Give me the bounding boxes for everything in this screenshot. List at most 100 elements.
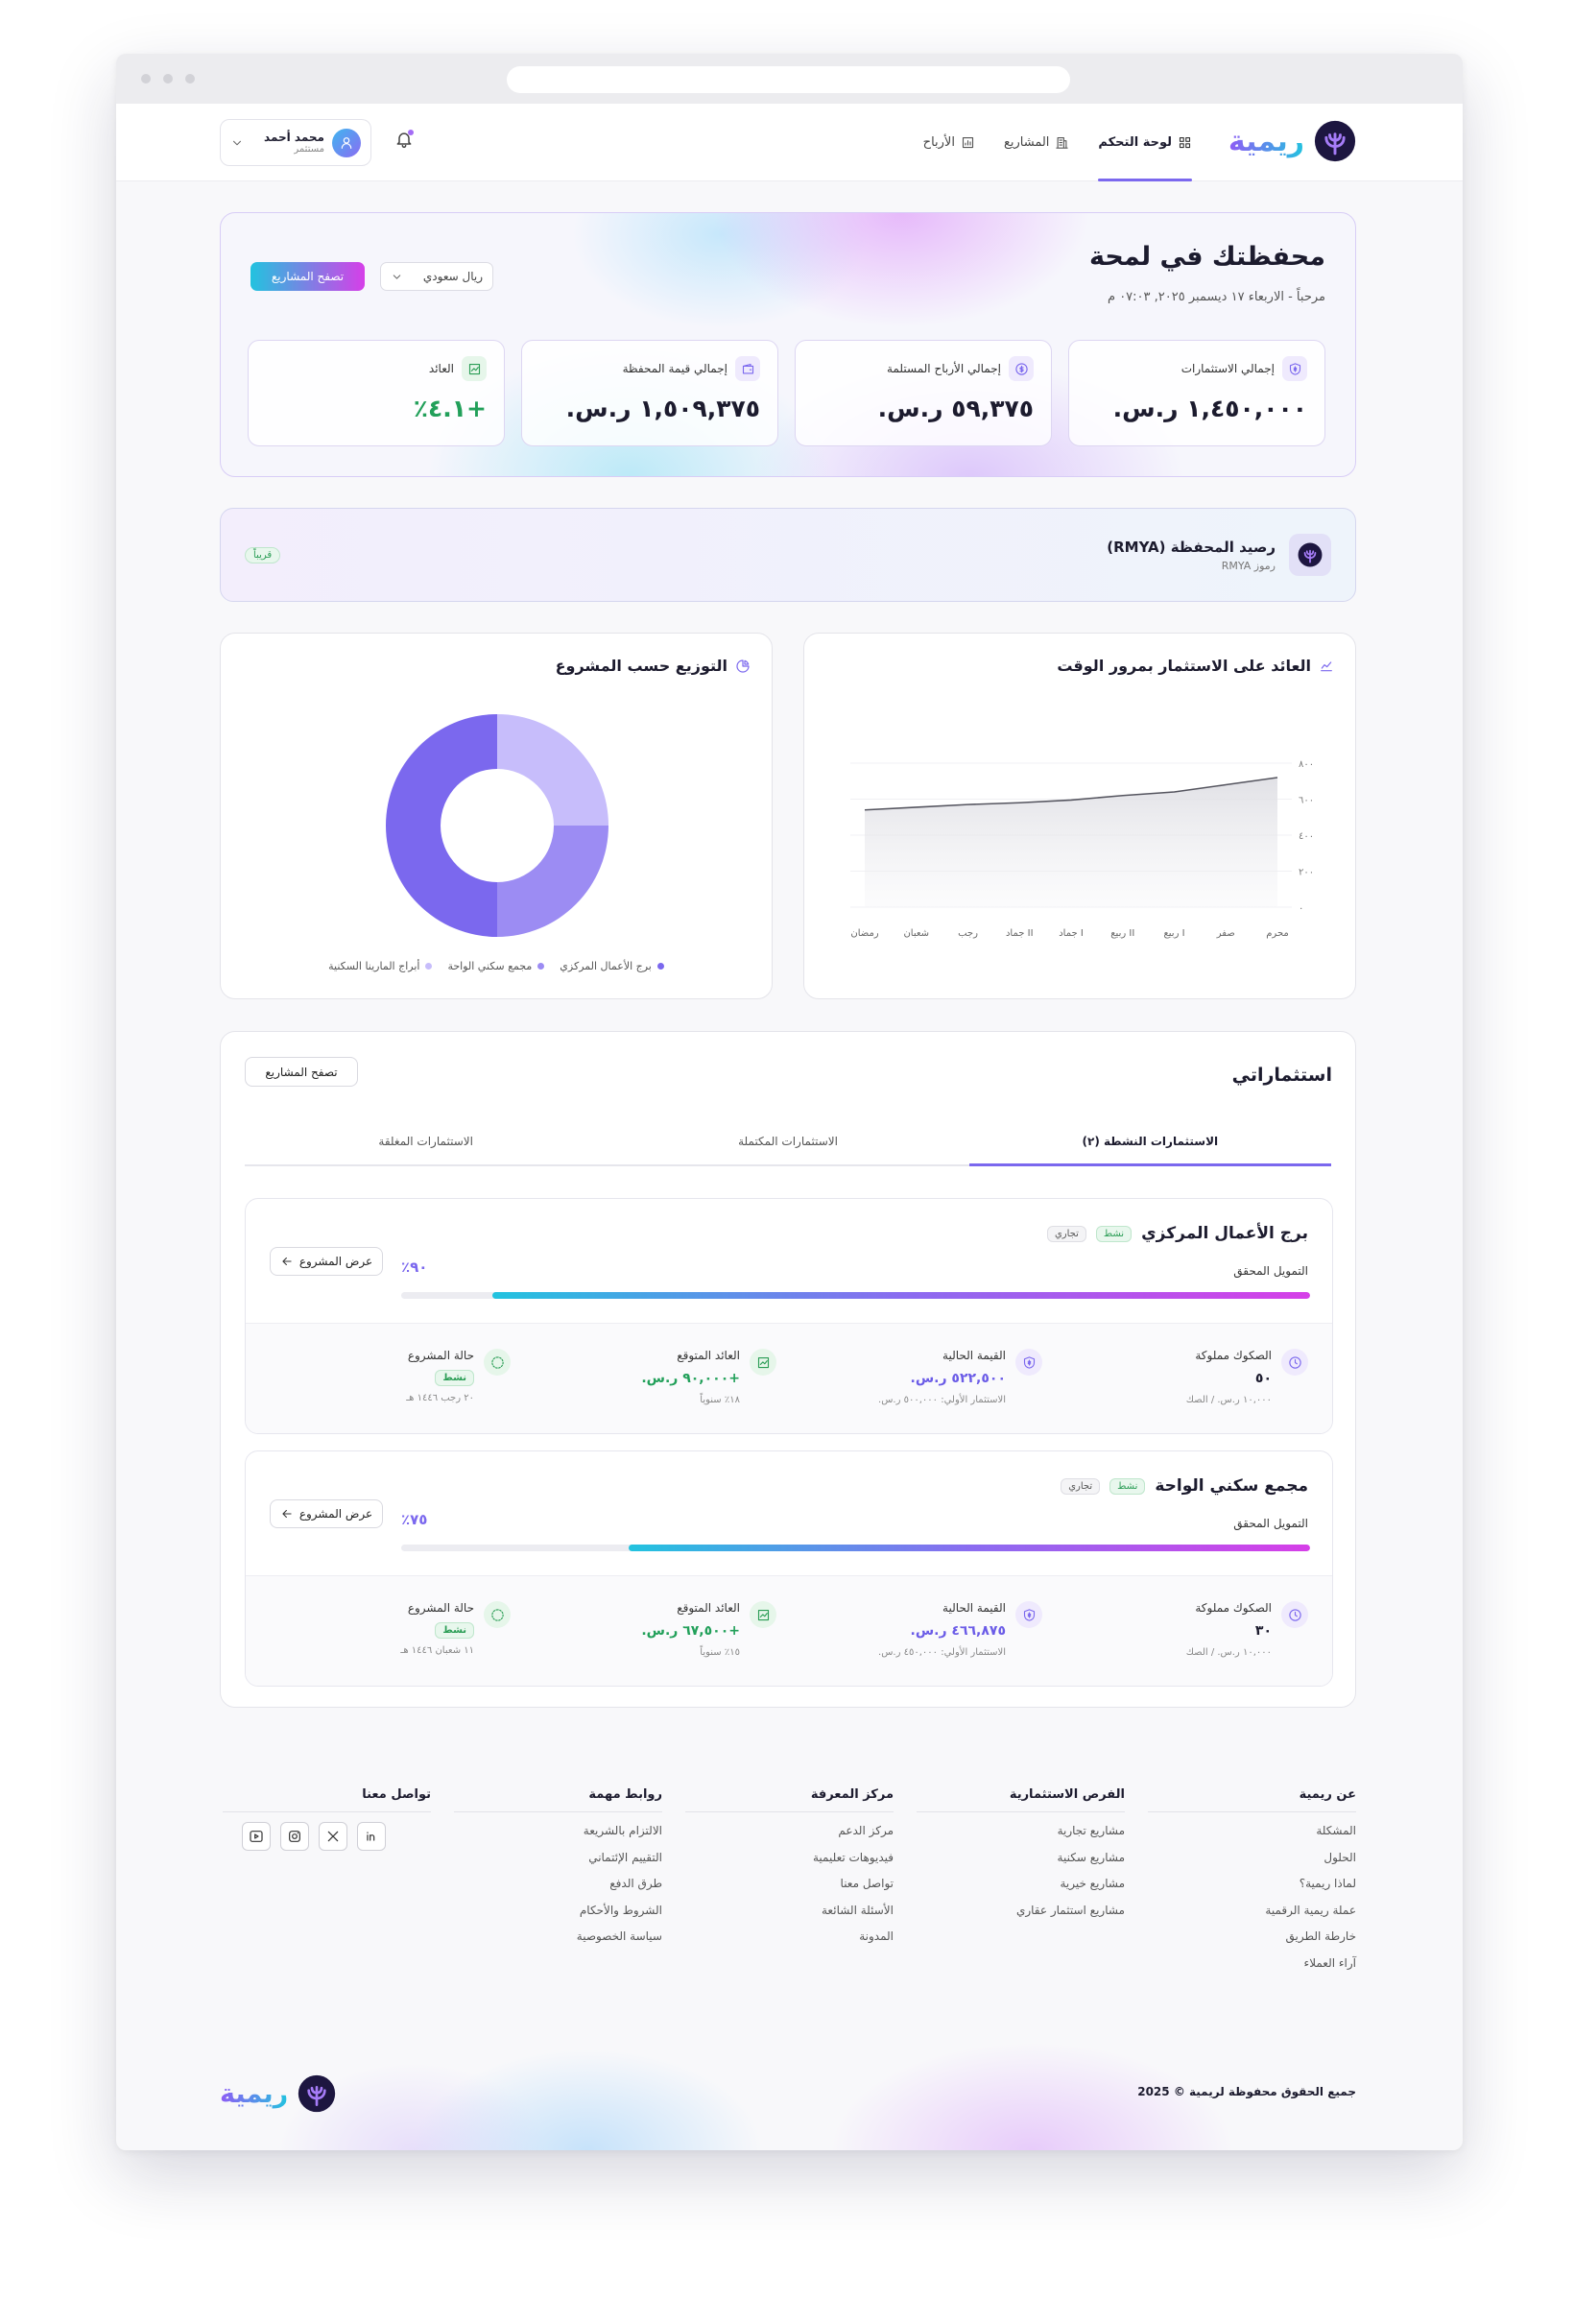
icon — [1023, 1355, 1035, 1369]
user-menu[interactable]: محمد أحمد مستثمر — [220, 119, 371, 166]
tab[interactable]: الاستثمارات المكتملة — [738, 1135, 838, 1148]
project-card: برج الأعمال المركزي نشط تجاري عرض المشروع ال… — [245, 1198, 1333, 1434]
user-info: محمد أحمد مستثمر — [251, 131, 324, 155]
footer-link[interactable]: مركز الدعم — [838, 1824, 894, 1837]
footer-link[interactable]: مشاريع استثمار عقاري — [1015, 1903, 1125, 1917]
footer-link[interactable]: مشاريع سكنية — [1057, 1850, 1125, 1864]
footer-link[interactable]: آراء العملاء — [1303, 1955, 1356, 1970]
notifications[interactable] — [394, 130, 414, 153]
logo-mark — [1314, 120, 1356, 162]
navbar: ريمية لوحة التحكم المشاريع الأرباح محمد … — [116, 104, 1463, 181]
footer-link[interactable]: التقييم الإئتماني — [588, 1850, 662, 1864]
tab[interactable]: الاستثمارات المغلقة — [378, 1135, 473, 1148]
browser-chrome — [116, 54, 1463, 104]
footer-link[interactable]: الأسئلة الشائعة — [822, 1903, 894, 1917]
footer-link[interactable]: المشكلة — [1316, 1824, 1356, 1837]
detail-label: الصكوك مملوكة — [1195, 1601, 1272, 1615]
icon — [289, 1831, 300, 1842]
detail-note: ١١ شعبان ١٤٤٦ هـ — [400, 1645, 474, 1656]
tab[interactable]: الاستثمارات النشطة (٢) — [968, 1128, 1332, 1166]
detail-text: الصكوك مملوكة ٥٠ ١٠,٠٠٠ ر.س. / الصك — [1186, 1349, 1272, 1405]
detail: الصكوك مملوكة ٥٠ ١٠,٠٠٠ ر.س. / الصك — [1068, 1349, 1308, 1405]
footer-link[interactable]: مشاريع تجارية — [1057, 1824, 1125, 1837]
project-header: برج الأعمال المركزي نشط تجاري — [1046, 1224, 1308, 1243]
icon-path — [1288, 1355, 1301, 1369]
currency-select[interactable]: ريال سعودي — [380, 262, 493, 291]
footer-link[interactable]: مشاريع خيرية — [1060, 1877, 1125, 1890]
footer-link[interactable]: سياسة الخصوصية — [576, 1929, 662, 1943]
nav-link[interactable]: لوحة التحكم — [1098, 104, 1192, 181]
x-tick-label: ربيع II — [1110, 928, 1134, 939]
icon — [1179, 136, 1191, 149]
stat-value: ١,٤٥٠,٠٠٠ ر.س. — [1112, 395, 1307, 422]
url-bar[interactable] — [507, 66, 1070, 93]
detail-text: الصكوك مملوكة ٣٠ ١٠,٠٠٠ ر.س. / الصك — [1186, 1601, 1272, 1658]
nav-link[interactable]: الأرباح — [923, 104, 975, 181]
footer-link[interactable]: لماذا ريمية؟ — [1299, 1877, 1356, 1890]
social-x[interactable] — [319, 1822, 347, 1851]
view-button[interactable]: عرض المشروع — [270, 1499, 383, 1528]
footer-link[interactable]: خارطة الطريق — [1285, 1929, 1356, 1943]
detail-note: الاستثمار الأولي: ٥٠٠,٠٠٠ ر.س. — [878, 1395, 1006, 1405]
social-youtube[interactable] — [242, 1822, 271, 1851]
icon-path — [250, 1831, 263, 1842]
footer-link[interactable]: فيديوهات تعليمية — [812, 1850, 894, 1864]
x-tick-label: جماد II — [1006, 928, 1034, 939]
nav-links: لوحة التحكم المشاريع الأرباح — [923, 104, 1192, 181]
funding-title: التمويل المحقق — [1233, 1517, 1308, 1530]
browse-button[interactable]: تصفح المشاريع — [245, 1057, 358, 1087]
footer-link[interactable]: المدونة — [859, 1929, 894, 1943]
detail-icon — [484, 1601, 511, 1628]
social-instagram[interactable] — [280, 1822, 309, 1851]
footer-column: روابط مهمة الالتزام بالشريعة التقييم الإئت… — [454, 1787, 662, 1977]
token-icon — [1289, 534, 1331, 576]
logo[interactable]: ريمية — [1228, 120, 1356, 162]
pie-slice — [497, 714, 608, 826]
icon — [1298, 542, 1323, 567]
footer-link[interactable]: الحلول — [1324, 1850, 1356, 1864]
footer-link[interactable]: تواصل معنا — [840, 1877, 894, 1890]
icon-path — [341, 136, 352, 149]
project-details: الصكوك مملوكة ٥٠ ١٠,٠٠٠ ر.س. / الصك القيمة … — [246, 1323, 1332, 1433]
legend-label: أبراج المارينا السكنية — [328, 960, 420, 972]
line-chart-card: العائد على الاستثمار بمرور الوقت ٠ ٢٠٠ ٤٠٠… — [803, 633, 1356, 999]
icon — [736, 659, 750, 673]
status-badge: نشط — [435, 1622, 474, 1639]
logo-plant — [1303, 549, 1317, 563]
footer-link[interactable]: طرق الدفع — [609, 1877, 662, 1890]
detail-icon — [750, 1349, 776, 1376]
social-linkedin[interactable] — [357, 1822, 386, 1851]
token-title: رصيد المحفظة (RMYA) — [1107, 538, 1276, 556]
social-icons — [223, 1822, 431, 1851]
pie-slice — [497, 826, 608, 937]
footer-column: الفرص الاستثمارية مشاريع تجارية مشاريع سكن… — [917, 1787, 1125, 1977]
icon-path — [282, 1257, 292, 1266]
detail-note: ١٥٪ سنوياً — [700, 1647, 740, 1658]
y-tick-label: ٢٠٠ — [1299, 868, 1314, 878]
view-button[interactable]: عرض المشروع — [270, 1247, 383, 1276]
icon-path — [327, 1831, 339, 1842]
icon — [1288, 1355, 1301, 1369]
icon-path — [742, 363, 753, 373]
footer-link[interactable]: عملة ريمية الرقمية — [1265, 1903, 1356, 1917]
detail-text: القيمة الحالية ٥٢٢,٥٠٠ ر.س. الاستثمار الأو… — [878, 1349, 1006, 1405]
icon — [367, 1832, 375, 1841]
nav-link[interactable]: المشاريع — [1004, 104, 1069, 181]
nav-icon — [961, 135, 975, 150]
footer-logo[interactable]: ريمية — [220, 2074, 336, 2113]
stat-head: إجمالي الاستثمارات — [1086, 356, 1307, 381]
detail-value: نشط — [400, 1621, 474, 1639]
icon — [396, 132, 412, 149]
browse-button[interactable]: تصفح المشاريع — [250, 262, 365, 291]
footer-link[interactable]: الالتزام بالشريعة — [583, 1824, 662, 1837]
legend-swatch — [656, 963, 664, 970]
icon-path — [1023, 1608, 1035, 1621]
detail-text: العائد المتوقع +٩٠,٠٠٠ ر.س. ١٨٪ سنوياً — [641, 1349, 740, 1405]
footer-link[interactable]: الشروط والأحكام — [579, 1903, 662, 1917]
progress-track — [401, 1292, 1310, 1299]
legend-swatch — [425, 963, 433, 970]
detail-label: القيمة الحالية — [942, 1601, 1006, 1615]
status-badge: نشط — [1109, 1477, 1146, 1495]
icon — [757, 1356, 769, 1368]
x-tick-label: محرم — [1266, 928, 1289, 939]
